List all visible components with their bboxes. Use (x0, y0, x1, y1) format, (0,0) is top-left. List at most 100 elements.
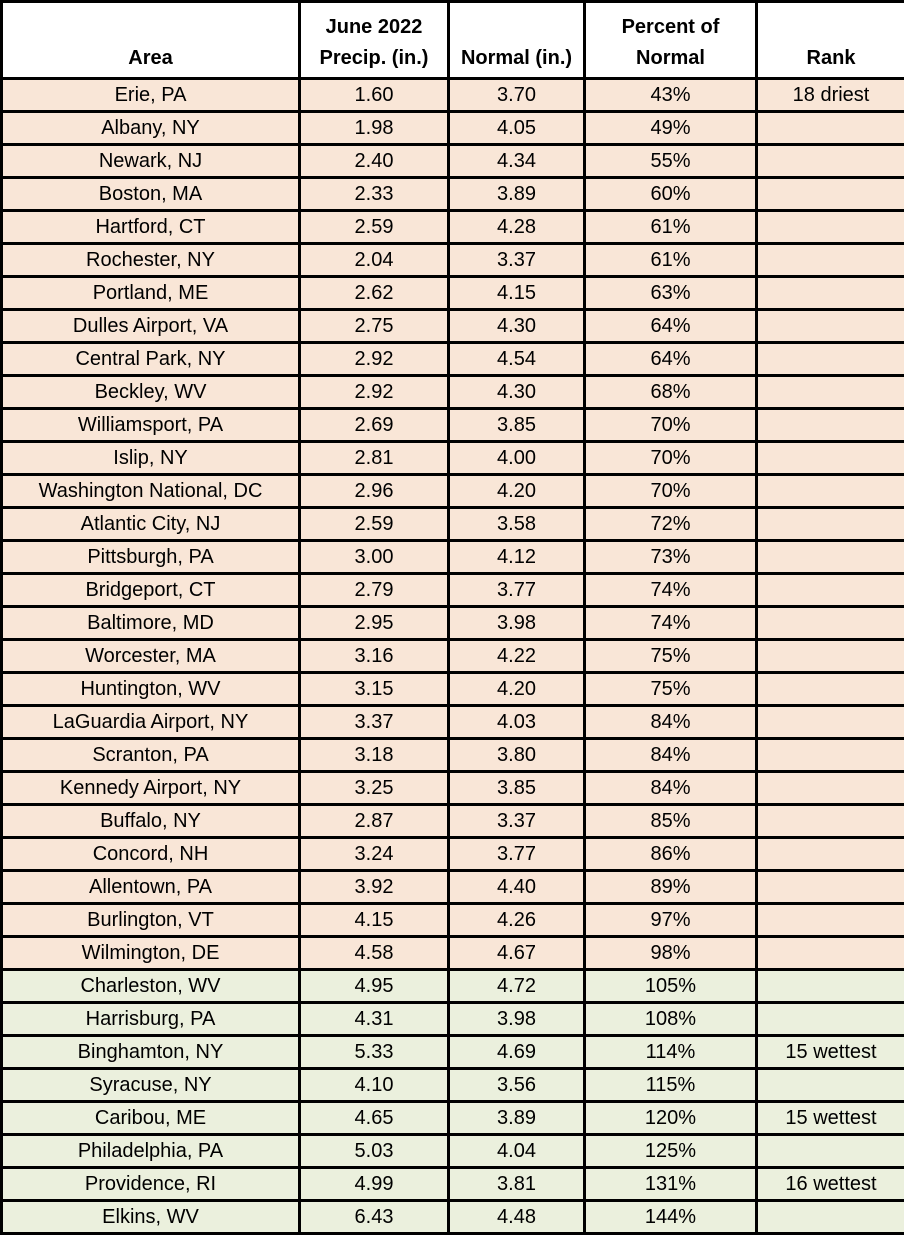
normal-cell: 4.20 (447, 473, 586, 509)
percent-cell: 89% (583, 869, 758, 905)
rank-cell (755, 473, 904, 509)
precip-cell: 2.04 (298, 242, 450, 278)
rank-cell (755, 836, 904, 872)
column-header: June 2022 Precip. (in.) (298, 0, 450, 80)
table-row: Wilmington, DE 4.58 4.67 98% (0, 935, 904, 971)
table-row: Erie, PA 1.60 3.70 43% 18 driest (0, 77, 904, 113)
table-row: Portland, ME 2.62 4.15 63% (0, 275, 904, 311)
table-row: Kennedy Airport, NY 3.25 3.85 84% (0, 770, 904, 806)
percent-cell: 61% (583, 242, 758, 278)
table-row: Albany, NY 1.98 4.05 49% (0, 110, 904, 146)
percent-cell: 97% (583, 902, 758, 938)
table-row: Rochester, NY 2.04 3.37 61% (0, 242, 904, 278)
precip-cell: 4.65 (298, 1100, 450, 1136)
precip-cell: 2.96 (298, 473, 450, 509)
precip-cell: 3.00 (298, 539, 450, 575)
precip-cell: 3.18 (298, 737, 450, 773)
table-row: Providence, RI 4.99 3.81 131% 16 wettest (0, 1166, 904, 1202)
percent-cell: 72% (583, 506, 758, 542)
normal-cell: 3.85 (447, 770, 586, 806)
percent-cell: 86% (583, 836, 758, 872)
precip-cell: 1.98 (298, 110, 450, 146)
precip-cell: 2.59 (298, 506, 450, 542)
rank-cell (755, 1001, 904, 1037)
column-header-line: Percent of (621, 16, 720, 38)
column-header-line: Normal (in.) (460, 47, 573, 69)
normal-cell: 4.28 (447, 209, 586, 245)
normal-cell: 3.81 (447, 1166, 586, 1202)
rank-cell (755, 407, 904, 443)
area-cell: Williamsport, PA (0, 407, 301, 443)
normal-cell: 4.15 (447, 275, 586, 311)
area-cell: Central Park, NY (0, 341, 301, 377)
percent-cell: 70% (583, 440, 758, 476)
precip-cell: 4.58 (298, 935, 450, 971)
normal-cell: 3.77 (447, 836, 586, 872)
normal-cell: 4.30 (447, 308, 586, 344)
percent-cell: 108% (583, 1001, 758, 1037)
percent-cell: 70% (583, 473, 758, 509)
precip-cell: 2.69 (298, 407, 450, 443)
rank-cell (755, 539, 904, 575)
area-cell: Harrisburg, PA (0, 1001, 301, 1037)
rank-cell (755, 440, 904, 476)
area-cell: Hartford, CT (0, 209, 301, 245)
area-cell: Elkins, WV (0, 1199, 301, 1235)
percent-cell: 55% (583, 143, 758, 179)
rank-cell: 15 wettest (755, 1100, 904, 1136)
table-row: Baltimore, MD 2.95 3.98 74% (0, 605, 904, 641)
column-header-line: Area (128, 47, 173, 69)
table-header: Area June 2022 Precip. (in.) Normal (in.) Pe… (0, 0, 904, 80)
precip-cell: 5.33 (298, 1034, 450, 1070)
rank-cell (755, 1199, 904, 1235)
percent-cell: 74% (583, 572, 758, 608)
normal-cell: 4.05 (447, 110, 586, 146)
precip-cell: 3.37 (298, 704, 450, 740)
table-row: Burlington, VT 4.15 4.26 97% (0, 902, 904, 938)
percent-cell: 64% (583, 308, 758, 344)
area-cell: Pittsburgh, PA (0, 539, 301, 575)
normal-cell: 3.80 (447, 737, 586, 773)
precip-cell: 3.16 (298, 638, 450, 674)
normal-cell: 4.00 (447, 440, 586, 476)
rank-cell (755, 275, 904, 311)
table-row: Worcester, MA 3.16 4.22 75% (0, 638, 904, 674)
table-row: Syracuse, NY 4.10 3.56 115% (0, 1067, 904, 1103)
normal-cell: 4.26 (447, 902, 586, 938)
normal-cell: 3.58 (447, 506, 586, 542)
percent-cell: 73% (583, 539, 758, 575)
area-cell: Rochester, NY (0, 242, 301, 278)
percent-cell: 60% (583, 176, 758, 212)
precip-cell: 1.60 (298, 77, 450, 113)
table-row: Washington National, DC 2.96 4.20 70% (0, 473, 904, 509)
area-cell: Philadelphia, PA (0, 1133, 301, 1169)
precip-cell: 3.92 (298, 869, 450, 905)
percent-cell: 74% (583, 605, 758, 641)
table-row: Beckley, WV 2.92 4.30 68% (0, 374, 904, 410)
percent-cell: 84% (583, 704, 758, 740)
table-row: Buffalo, NY 2.87 3.37 85% (0, 803, 904, 839)
area-cell: Concord, NH (0, 836, 301, 872)
area-cell: Binghamton, NY (0, 1034, 301, 1070)
normal-cell: 3.98 (447, 1001, 586, 1037)
rank-cell (755, 638, 904, 674)
rank-cell (755, 869, 904, 905)
table-row: Newark, NJ 2.40 4.34 55% (0, 143, 904, 179)
table-row: Central Park, NY 2.92 4.54 64% (0, 341, 904, 377)
percent-cell: 84% (583, 770, 758, 806)
rank-cell (755, 968, 904, 1004)
table-row: Williamsport, PA 2.69 3.85 70% (0, 407, 904, 443)
table-row: Allentown, PA 3.92 4.40 89% (0, 869, 904, 905)
rank-cell (755, 671, 904, 707)
table-row: Scranton, PA 3.18 3.80 84% (0, 737, 904, 773)
column-header: Percent of Normal (583, 0, 758, 80)
percent-cell: 144% (583, 1199, 758, 1235)
table-row: Philadelphia, PA 5.03 4.04 125% (0, 1133, 904, 1169)
precip-cell: 4.31 (298, 1001, 450, 1037)
percent-cell: 70% (583, 407, 758, 443)
precip-cell: 2.33 (298, 176, 450, 212)
rank-cell (755, 704, 904, 740)
normal-cell: 3.70 (447, 77, 586, 113)
table-row: Bridgeport, CT 2.79 3.77 74% (0, 572, 904, 608)
